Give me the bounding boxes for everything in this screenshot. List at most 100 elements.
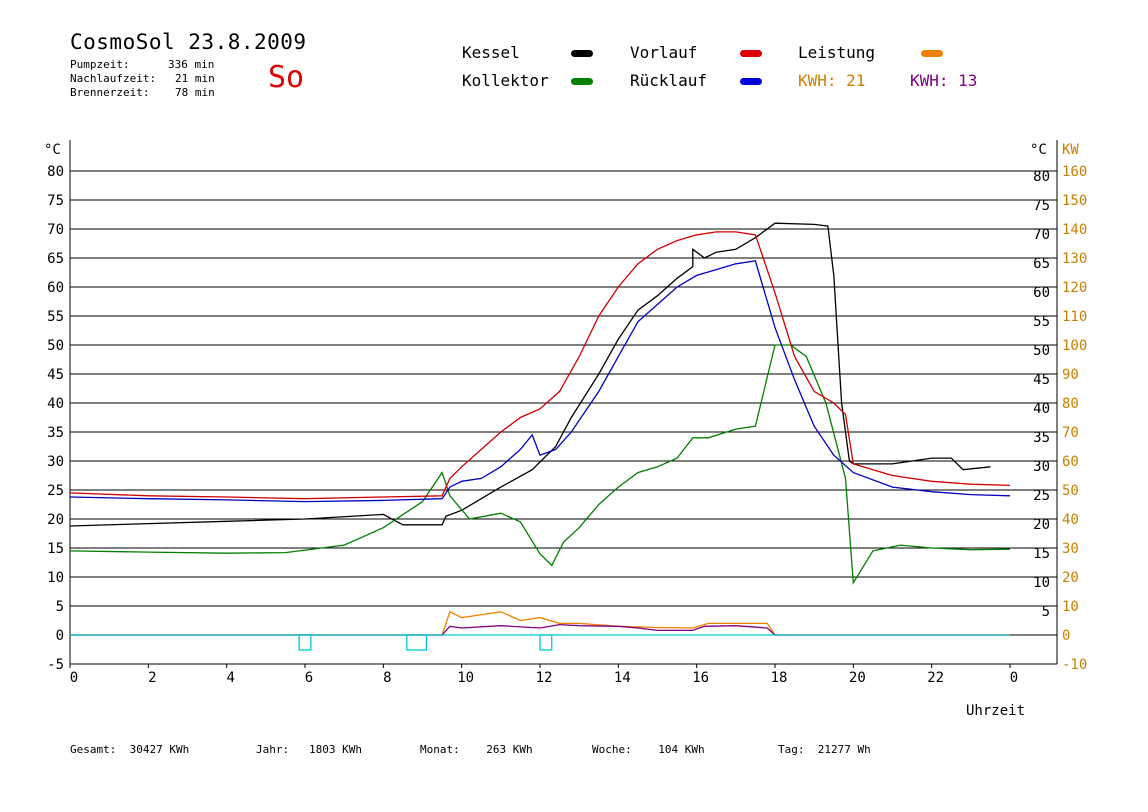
pump-marker — [298, 634, 312, 651]
y-tick-left: 80 — [47, 164, 64, 180]
y2-tick: 140 — [1062, 222, 1087, 238]
y-tick-right: 35 — [1033, 430, 1050, 446]
y2-unit: KW — [1062, 142, 1079, 158]
y-tick-left: 70 — [47, 222, 64, 238]
y2-tick: 80 — [1062, 396, 1079, 412]
x-tick: 2 — [148, 670, 156, 686]
legend-kollektor-label: Kollektor — [462, 71, 549, 90]
y-unit-left: °C — [44, 142, 61, 158]
x-tick: 8 — [383, 670, 391, 686]
y-tick-left: 15 — [47, 541, 64, 557]
y2-tick: 130 — [1062, 251, 1087, 267]
y2-tick: 40 — [1062, 512, 1079, 528]
y-tick-right: 65 — [1033, 256, 1050, 272]
chart-title: CosmoSol 23.8.2009 — [70, 30, 307, 54]
y-tick-right: 55 — [1033, 314, 1050, 330]
x-tick: 14 — [614, 670, 631, 686]
y-tick-right: 40 — [1033, 401, 1050, 417]
x-tick: 22 — [927, 670, 944, 686]
y-tick-left: 60 — [47, 280, 64, 296]
y-tick-left: 55 — [47, 309, 64, 325]
y-tick-right: 20 — [1033, 517, 1050, 533]
y-tick-right: 10 — [1033, 575, 1050, 591]
y-tick-left: 5 — [56, 599, 64, 615]
y2-tick: 150 — [1062, 193, 1087, 209]
y-tick-left: 75 — [47, 193, 64, 209]
x-tick: 6 — [305, 670, 313, 686]
y-tick-left: 0 — [56, 628, 64, 644]
series-line-kwh-purple — [70, 623, 1010, 636]
stat-value: 21 min — [175, 72, 215, 85]
x-tick: 0 — [70, 670, 78, 686]
y-tick-right: 60 — [1033, 285, 1050, 301]
series-line-kessel — [69, 222, 991, 527]
x-tick: 20 — [849, 670, 866, 686]
legend-vorlauf-swatch — [740, 50, 762, 57]
y-tick-left: 35 — [47, 425, 64, 441]
y2-tick: -10 — [1062, 657, 1087, 673]
y-tick-left: 20 — [47, 512, 64, 528]
y-tick-left: 30 — [47, 454, 64, 470]
footer-monat: Monat: 263 KWh — [420, 743, 533, 756]
x-tick: 16 — [692, 670, 709, 686]
y-tick-right: 80 — [1033, 169, 1050, 185]
footer-gesamt: Gesamt: 30427 KWh — [70, 743, 190, 756]
series-line-vorlauf — [69, 231, 1011, 500]
legend-kwh2: KWH: 13 — [910, 71, 977, 90]
stat-nachlaufzeit: Nachlaufzeit: 21 min — [70, 72, 215, 85]
y2-tick: 70 — [1062, 425, 1079, 441]
y-tick-left: 40 — [47, 396, 64, 412]
y2-tick: 60 — [1062, 454, 1079, 470]
y2-tick: 90 — [1062, 367, 1079, 383]
y-tick-right: 30 — [1033, 459, 1050, 475]
y-tick-right: 25 — [1033, 488, 1050, 504]
stat-label: Nachlaufzeit: — [70, 72, 157, 85]
y2-tick: 100 — [1062, 338, 1087, 354]
y2-tick: 110 — [1062, 309, 1087, 325]
y-tick-left: 65 — [47, 251, 64, 267]
legend-leistung-swatch — [921, 50, 943, 57]
kwh1-label: KWH: — [798, 71, 837, 90]
legend-kollektor-swatch — [571, 78, 593, 85]
y-tick-right: 50 — [1033, 343, 1050, 359]
stat-label: Brennerzeit: — [70, 86, 150, 99]
y-tick-right: 75 — [1033, 198, 1050, 214]
x-tick: 18 — [771, 670, 788, 686]
legend-kessel-label: Kessel — [462, 43, 520, 62]
stat-pumpzeit: Pumpzeit: 336 min — [70, 58, 214, 71]
y-tick-left: 10 — [47, 570, 64, 586]
footer-jahr: Jahr: 1803 KWh — [256, 743, 362, 756]
x-tick: 12 — [536, 670, 553, 686]
legend-vorlauf-label: Vorlauf — [630, 43, 698, 62]
legend-kwh1: KWH: 21 — [798, 71, 865, 90]
x-axis-label: Uhrzeit — [966, 703, 1025, 719]
y-tick-right: 70 — [1033, 227, 1050, 243]
pump-marker — [539, 634, 553, 651]
kwh2-label: KWH: — [910, 71, 949, 90]
legend-leistung-label: Leistung — [798, 43, 876, 62]
series-line-kollektor — [69, 344, 1011, 585]
y2-tick: 160 — [1062, 164, 1087, 180]
pump-marker — [406, 634, 428, 651]
stat-label: Pumpzeit: — [70, 58, 130, 71]
y2-tick: 0 — [1062, 628, 1070, 644]
y-tick-left: 25 — [47, 483, 64, 499]
stat-brennerzeit: Brennerzeit: 78 min — [70, 86, 215, 99]
y2-tick: 30 — [1062, 541, 1079, 557]
x-tick: 10 — [457, 670, 474, 686]
x-tick: 0 — [1010, 670, 1018, 686]
series-line-leistung — [70, 610, 1010, 636]
y-tick-left: -5 — [47, 657, 64, 673]
stat-value: 336 min — [168, 58, 215, 71]
legend-ruecklauf-swatch — [740, 78, 762, 85]
legend-kessel-swatch — [571, 50, 593, 57]
y-tick-right: 15 — [1033, 546, 1050, 562]
legend-ruecklauf-label: Rücklauf — [630, 71, 708, 90]
y2-tick: 50 — [1062, 483, 1079, 499]
y-unit-right: °C — [1030, 142, 1047, 158]
series-line-r-cklauf — [69, 260, 1011, 503]
y-tick-left: 45 — [47, 367, 64, 383]
footer-woche: Woche: 104 KWh — [592, 743, 705, 756]
y-tick-left: 50 — [47, 338, 64, 354]
